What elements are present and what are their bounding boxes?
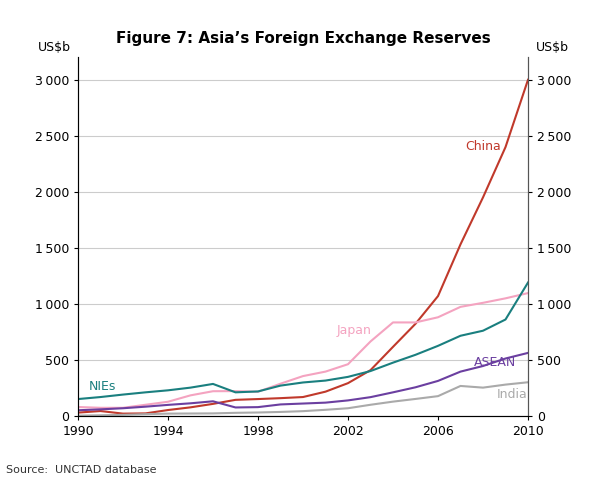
- Title: Figure 7: Asia’s Foreign Exchange Reserves: Figure 7: Asia’s Foreign Exchange Reserv…: [116, 32, 490, 46]
- Text: US$b: US$b: [37, 41, 71, 54]
- Text: Japan: Japan: [337, 324, 371, 337]
- Text: Source:  UNCTAD database: Source: UNCTAD database: [6, 465, 157, 475]
- Text: US$b: US$b: [536, 41, 569, 54]
- Text: China: China: [465, 141, 501, 153]
- Text: India: India: [497, 388, 527, 401]
- Text: NIEs: NIEs: [89, 380, 116, 392]
- Text: ASEAN: ASEAN: [474, 356, 516, 369]
